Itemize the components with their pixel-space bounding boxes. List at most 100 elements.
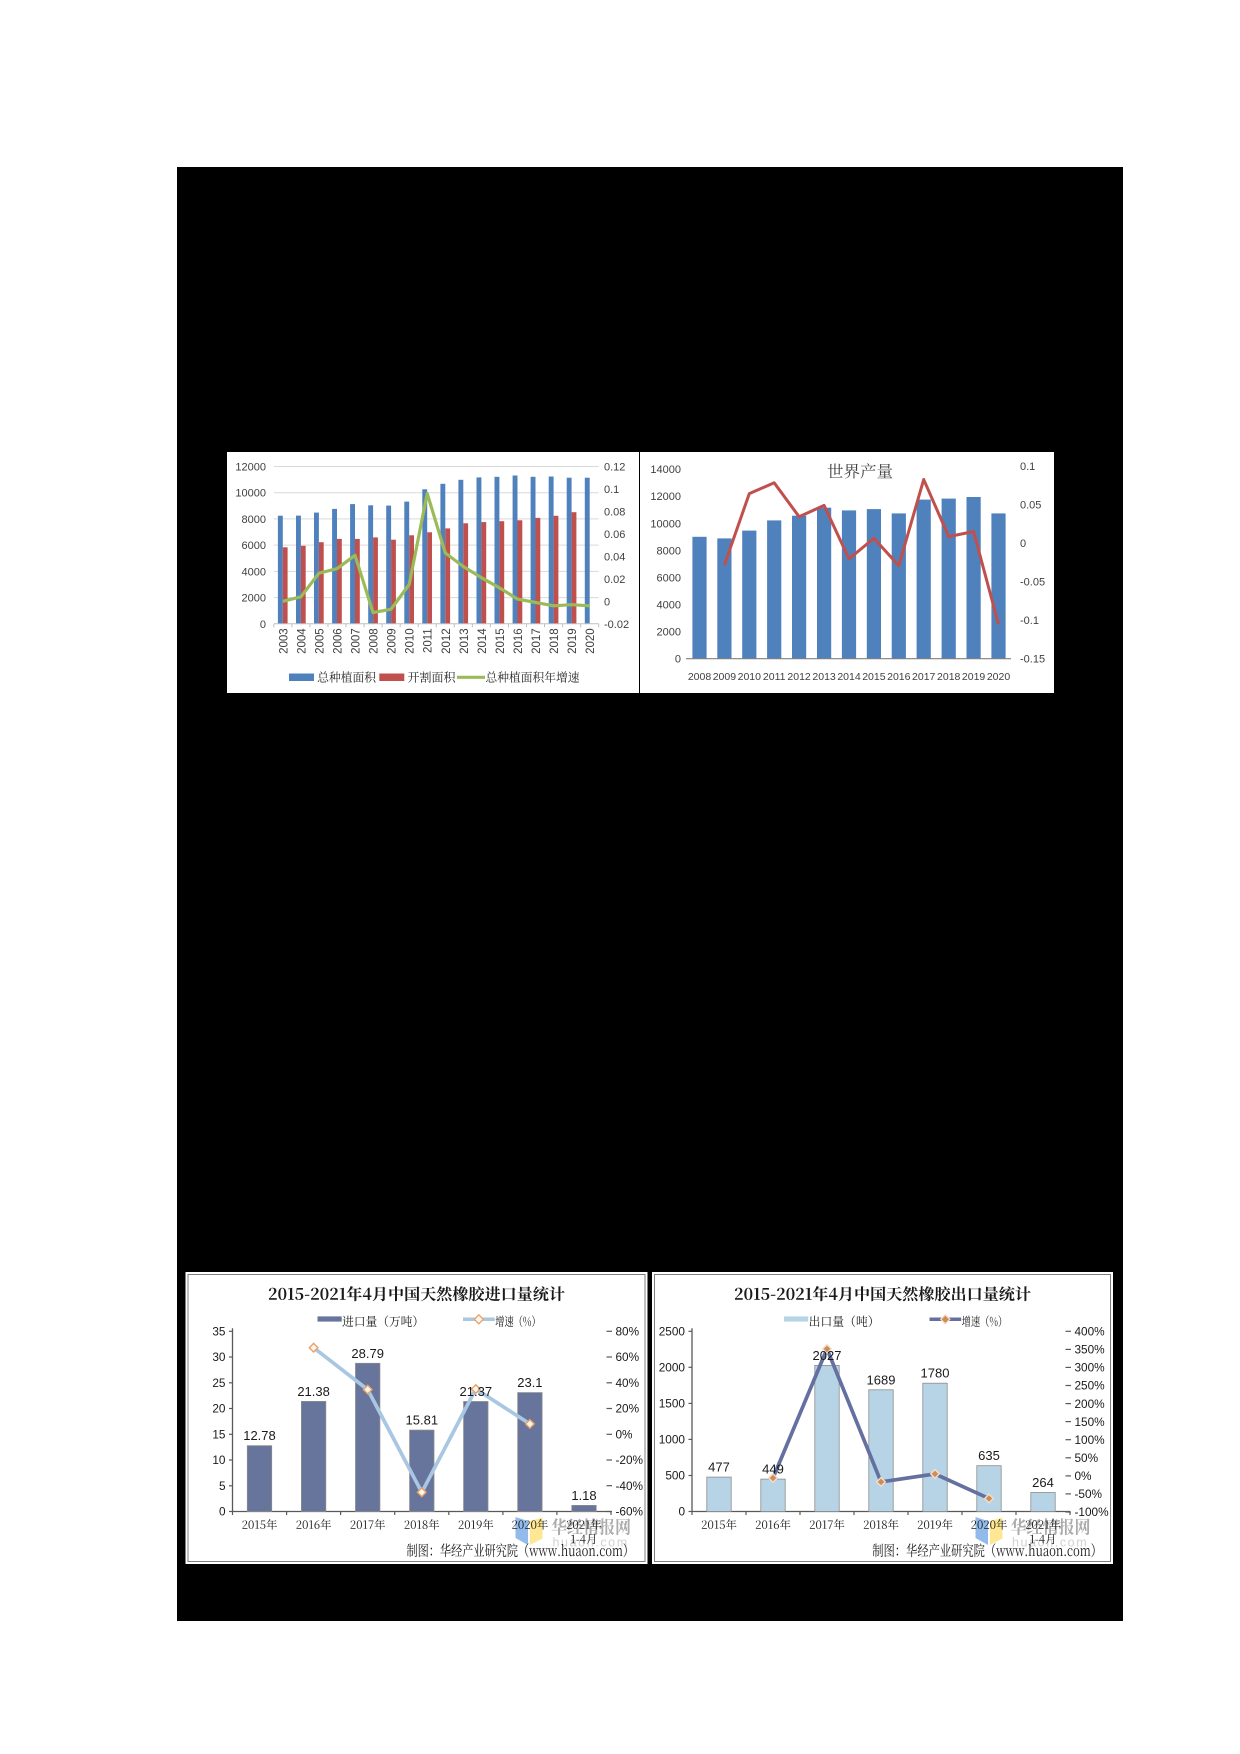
- svg-text:-100%: -100%: [1075, 1505, 1110, 1519]
- svg-text:0.02: 0.02: [604, 574, 625, 586]
- svg-text:2000: 2000: [659, 1361, 686, 1375]
- svg-text:2013: 2013: [812, 671, 836, 683]
- svg-text:2018: 2018: [937, 671, 961, 683]
- svg-text:0: 0: [604, 596, 610, 608]
- svg-text:2017: 2017: [531, 628, 543, 654]
- svg-text:-0.15: -0.15: [1020, 654, 1045, 666]
- svg-text:2011: 2011: [763, 671, 786, 683]
- svg-text:6000: 6000: [657, 572, 681, 584]
- svg-text:2009: 2009: [387, 628, 399, 654]
- svg-text:-50%: -50%: [1075, 1487, 1103, 1501]
- svg-text:30: 30: [212, 1350, 226, 1364]
- svg-text:0%: 0%: [616, 1428, 634, 1442]
- svg-text:2019: 2019: [962, 671, 986, 683]
- svg-text:2013: 2013: [459, 628, 471, 654]
- svg-text:2014: 2014: [477, 628, 489, 654]
- svg-text:2018: 2018: [549, 628, 561, 654]
- svg-text:huaon.com: huaon.com: [1012, 1536, 1088, 1550]
- svg-text:21.38: 21.38: [297, 1384, 330, 1399]
- svg-text:2000: 2000: [242, 593, 266, 605]
- svg-text:20: 20: [212, 1402, 226, 1416]
- svg-text:0.1: 0.1: [604, 484, 619, 496]
- svg-text:15.81: 15.81: [406, 1413, 439, 1428]
- svg-text:250%: 250%: [1075, 1379, 1106, 1393]
- svg-text:2014: 2014: [837, 671, 861, 683]
- svg-text:-0.1: -0.1: [1020, 615, 1039, 627]
- svg-text:60%: 60%: [616, 1350, 640, 1364]
- svg-text:2004: 2004: [296, 628, 308, 654]
- svg-text:2010: 2010: [738, 671, 762, 683]
- svg-text:2020: 2020: [987, 671, 1011, 683]
- svg-text:1689: 1689: [867, 1372, 896, 1387]
- svg-text:12000: 12000: [235, 462, 266, 474]
- svg-text:2015: 2015: [862, 671, 886, 683]
- svg-text:8000: 8000: [657, 545, 681, 557]
- svg-text:400%: 400%: [1075, 1325, 1106, 1339]
- svg-text:2008: 2008: [369, 628, 381, 654]
- svg-text:150%: 150%: [1075, 1415, 1106, 1429]
- svg-text:200%: 200%: [1075, 1397, 1106, 1411]
- svg-text:12000: 12000: [650, 491, 681, 503]
- svg-text:0: 0: [219, 1505, 226, 1519]
- svg-text:23.1: 23.1: [517, 1375, 542, 1390]
- svg-text:0: 0: [1020, 538, 1026, 550]
- svg-text:0.04: 0.04: [604, 551, 625, 563]
- svg-text:0.12: 0.12: [604, 462, 625, 474]
- svg-text:2010: 2010: [405, 628, 417, 654]
- svg-text:2009: 2009: [713, 671, 737, 683]
- svg-text:0.1: 0.1: [1020, 461, 1035, 473]
- svg-text:10000: 10000: [235, 488, 266, 500]
- svg-text:2008: 2008: [688, 671, 712, 683]
- svg-text:500: 500: [665, 1469, 685, 1483]
- svg-text:449: 449: [762, 1462, 784, 1477]
- svg-text:2020: 2020: [585, 628, 597, 654]
- svg-text:80%: 80%: [616, 1325, 640, 1339]
- svg-text:1.18: 1.18: [571, 1488, 596, 1503]
- svg-text:2011: 2011: [423, 628, 435, 653]
- svg-text:5: 5: [219, 1479, 226, 1493]
- svg-text:10000: 10000: [650, 518, 681, 530]
- svg-text:0.05: 0.05: [1020, 499, 1041, 511]
- svg-text:huaon.com: huaon.com: [553, 1536, 629, 1550]
- svg-text:2015: 2015: [495, 628, 507, 654]
- svg-text:4000: 4000: [242, 566, 266, 578]
- svg-text:25: 25: [212, 1376, 226, 1390]
- svg-text:2012: 2012: [441, 628, 453, 654]
- svg-text:2003: 2003: [278, 628, 290, 654]
- svg-text:2012: 2012: [787, 671, 811, 683]
- svg-text:1000: 1000: [659, 1433, 686, 1447]
- svg-text:300%: 300%: [1075, 1361, 1106, 1375]
- svg-text:2027: 2027: [813, 1348, 842, 1363]
- svg-text:2007: 2007: [351, 628, 363, 654]
- svg-text:4000: 4000: [657, 600, 681, 612]
- svg-text:1500: 1500: [659, 1397, 686, 1411]
- svg-text:6000: 6000: [242, 540, 266, 552]
- svg-text:2000: 2000: [657, 627, 681, 639]
- svg-text:15: 15: [212, 1428, 226, 1442]
- svg-text:-40%: -40%: [616, 1479, 644, 1493]
- svg-text:0: 0: [260, 619, 266, 631]
- svg-text:0%: 0%: [1075, 1469, 1093, 1483]
- svg-text:2006: 2006: [333, 628, 345, 654]
- svg-text:2016: 2016: [887, 671, 911, 683]
- svg-text:21.37: 21.37: [460, 1384, 493, 1399]
- svg-text:-20%: -20%: [616, 1453, 644, 1467]
- svg-text:0: 0: [675, 654, 681, 666]
- svg-text:50%: 50%: [1075, 1451, 1099, 1465]
- svg-text:-0.05: -0.05: [1020, 577, 1045, 589]
- svg-text:-0.02: -0.02: [604, 619, 629, 631]
- svg-text:35: 35: [212, 1325, 226, 1339]
- svg-text:0.06: 0.06: [604, 529, 625, 541]
- svg-text:2016: 2016: [513, 628, 525, 654]
- svg-text:100%: 100%: [1075, 1433, 1106, 1447]
- svg-text:350%: 350%: [1075, 1343, 1106, 1357]
- svg-text:2005: 2005: [314, 628, 326, 654]
- svg-text:0: 0: [678, 1505, 685, 1519]
- svg-text:8000: 8000: [242, 514, 266, 526]
- svg-text:28.79: 28.79: [351, 1346, 384, 1361]
- svg-text:-60%: -60%: [616, 1505, 644, 1519]
- svg-text:2500: 2500: [659, 1325, 686, 1339]
- svg-text:20%: 20%: [616, 1402, 640, 1416]
- svg-text:12.78: 12.78: [243, 1428, 276, 1443]
- svg-text:477: 477: [708, 1460, 730, 1475]
